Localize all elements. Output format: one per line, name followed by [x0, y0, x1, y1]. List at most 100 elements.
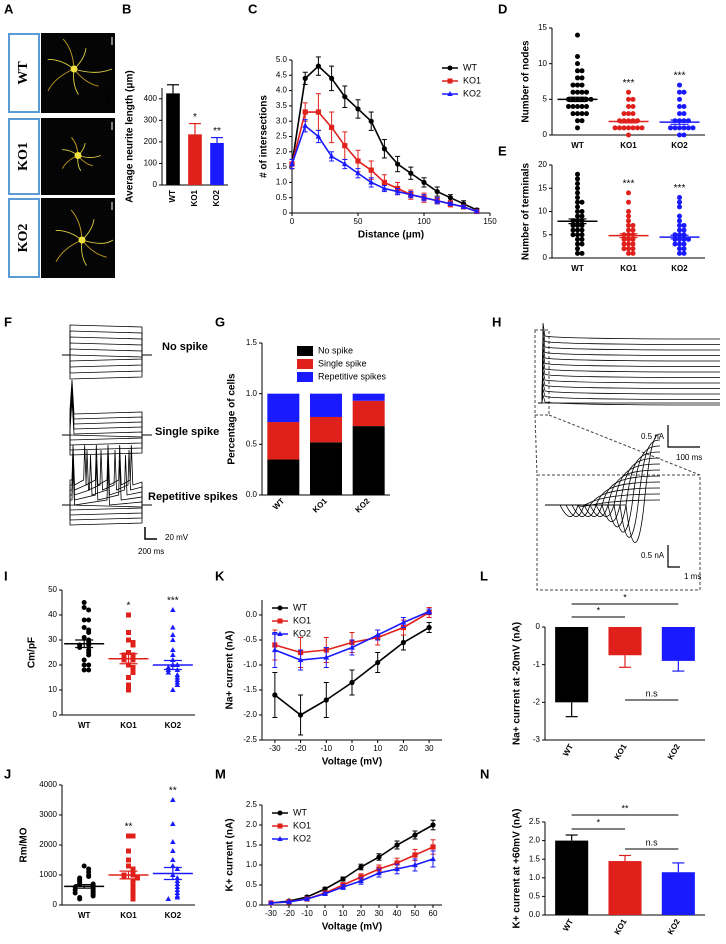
dot — [677, 204, 682, 210]
trace — [538, 394, 721, 406]
x-tick-label: KO2 — [165, 721, 182, 730]
legend-marker — [277, 605, 283, 611]
bar — [661, 872, 695, 915]
point — [341, 160, 348, 167]
y-tick-label: 0.0 — [529, 910, 541, 919]
dot — [575, 54, 580, 60]
trace — [538, 346, 721, 404]
row-label: KO1 — [16, 142, 31, 171]
point — [376, 854, 382, 860]
significance: *** — [674, 71, 686, 82]
dot — [135, 875, 140, 881]
y-tick-label: 0 — [543, 253, 548, 262]
dot — [575, 250, 580, 256]
trace — [538, 376, 721, 404]
dot — [575, 82, 580, 88]
y-tick-label: 0 — [153, 180, 158, 189]
dot — [81, 625, 87, 630]
dot — [174, 884, 181, 889]
dot — [621, 111, 627, 117]
dot — [570, 232, 576, 238]
dot — [81, 635, 87, 640]
dot — [579, 111, 585, 117]
dot — [635, 125, 640, 131]
dot — [630, 236, 636, 242]
trace — [538, 382, 721, 404]
point — [447, 200, 454, 206]
dot — [174, 878, 181, 883]
dot — [681, 250, 687, 256]
bar — [555, 840, 589, 915]
significance: * — [193, 112, 197, 123]
dot — [575, 209, 580, 214]
dot — [575, 32, 580, 38]
y-tick-label: 2000 — [39, 840, 57, 849]
point — [394, 865, 400, 872]
y-tick-label: 1.0 — [246, 860, 258, 869]
dot — [617, 125, 622, 131]
point — [408, 170, 414, 176]
point — [426, 608, 433, 614]
dot — [584, 103, 589, 109]
y-tick-label: -2 — [533, 697, 541, 706]
y-tick-label: 20 — [538, 160, 547, 169]
dot — [626, 96, 631, 102]
dot — [681, 89, 687, 95]
y-tick-label: 15 — [538, 183, 547, 192]
dot — [165, 669, 172, 675]
dot — [584, 111, 589, 117]
dot — [86, 667, 92, 673]
panel-letter: N — [480, 766, 489, 781]
legend-label: WT — [293, 602, 307, 612]
dot — [81, 863, 87, 869]
dot — [575, 68, 580, 74]
y-axis-label: Na+ current (nA) — [225, 631, 236, 710]
series-line — [270, 824, 434, 904]
dot — [126, 650, 131, 655]
point — [297, 712, 304, 718]
legend-label: KO1 — [293, 615, 311, 625]
dot — [575, 171, 580, 177]
y-axis-label: Number of nodes — [521, 40, 532, 123]
panel-letter: L — [480, 568, 488, 583]
dot — [575, 213, 580, 219]
dot — [677, 222, 682, 228]
dot — [170, 687, 176, 692]
dot — [677, 227, 682, 233]
x-tick-label: 60 — [429, 909, 438, 918]
y-tick-label: 10 — [538, 207, 547, 216]
dot — [126, 612, 131, 618]
dot — [626, 111, 631, 117]
y-tick-label: 0 — [283, 208, 288, 217]
legend-label: WT — [463, 62, 477, 72]
dot — [681, 227, 687, 233]
y-tick-label: 1.0 — [276, 178, 288, 187]
dot — [174, 875, 181, 880]
dot — [681, 125, 687, 131]
dot — [686, 125, 691, 131]
point — [355, 170, 361, 176]
dot — [575, 111, 580, 117]
legend-label: KO1 — [293, 820, 311, 830]
bar — [608, 861, 642, 915]
dot — [174, 887, 181, 892]
dot — [579, 209, 585, 214]
x-tick-label: WT — [78, 911, 91, 920]
comparison-label: n.s — [646, 837, 659, 847]
point — [368, 179, 375, 185]
point — [434, 197, 441, 203]
scale-label: 20 mV — [165, 533, 189, 542]
dot — [86, 662, 92, 668]
dot — [575, 232, 580, 238]
dot — [130, 833, 136, 839]
point — [400, 639, 407, 646]
dot — [86, 874, 92, 879]
x-axis-label: Voltage (mV) — [322, 757, 382, 768]
scale-bar — [667, 425, 700, 448]
dot — [130, 884, 136, 890]
dot — [575, 246, 580, 252]
x-tick-label: 0 — [323, 909, 328, 918]
point — [447, 195, 453, 201]
dot — [626, 218, 631, 224]
